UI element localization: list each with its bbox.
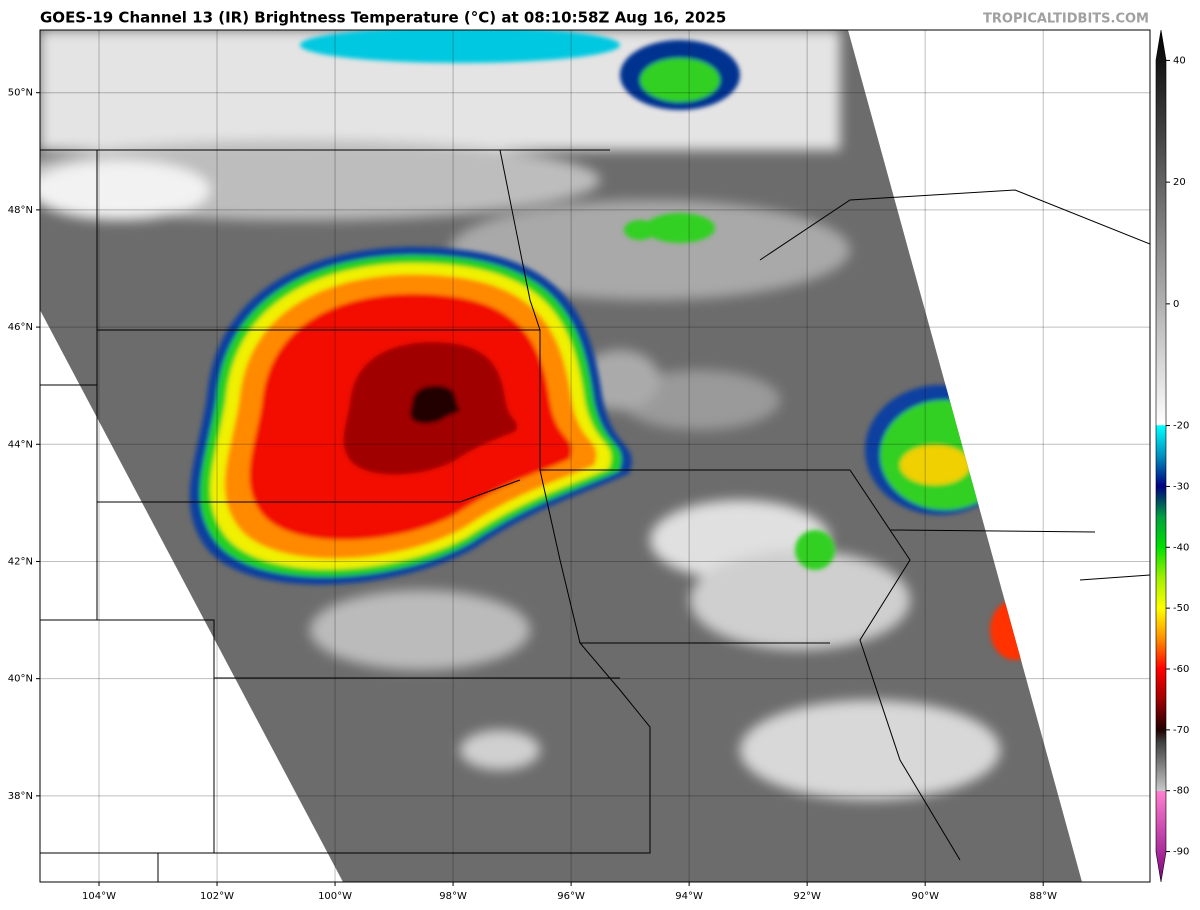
lon-label: 92°W: [793, 891, 821, 902]
lon-label: 98°W: [439, 891, 467, 902]
colorbar-label: -80: [1173, 786, 1189, 797]
lat-label: 50°N: [8, 88, 33, 99]
title: GOES-19 Channel 13 (IR) Brightness Tempe…: [40, 9, 726, 27]
lat-label: 38°N: [8, 791, 33, 802]
colorbar-label: -70: [1173, 725, 1189, 736]
lat-label: 40°N: [8, 674, 33, 685]
lat-label: 46°N: [8, 322, 33, 333]
colorbar-label: -20: [1173, 421, 1189, 432]
colorbar: [1155, 29, 1167, 883]
watermark: TROPICALTIDBITS.COM: [983, 12, 1149, 27]
lon-label: 94°W: [675, 891, 703, 902]
colorbar-label: -40: [1173, 542, 1189, 553]
lon-label: 100°W: [318, 891, 352, 902]
map-frame: [39, 29, 1151, 883]
lat-label: 44°N: [8, 439, 33, 450]
colorbar-label: -50: [1173, 603, 1189, 614]
colorbar-label: 0: [1173, 299, 1179, 310]
lon-label: 90°W: [911, 891, 939, 902]
colorbar-label: -30: [1173, 481, 1189, 492]
lon-label: 104°W: [82, 891, 116, 902]
lon-label: 102°W: [200, 891, 234, 902]
map-image: [40, 30, 1150, 882]
lat-label: 48°N: [8, 205, 33, 216]
colorbar-label: -90: [1173, 847, 1189, 858]
colorbar-label: 20: [1173, 177, 1186, 188]
lon-label: 88°W: [1029, 891, 1057, 902]
lon-label: 96°W: [557, 891, 585, 902]
colorbar-label: -60: [1173, 664, 1189, 675]
colorbar-label: 40: [1173, 55, 1186, 66]
lat-label: 42°N: [8, 556, 33, 567]
